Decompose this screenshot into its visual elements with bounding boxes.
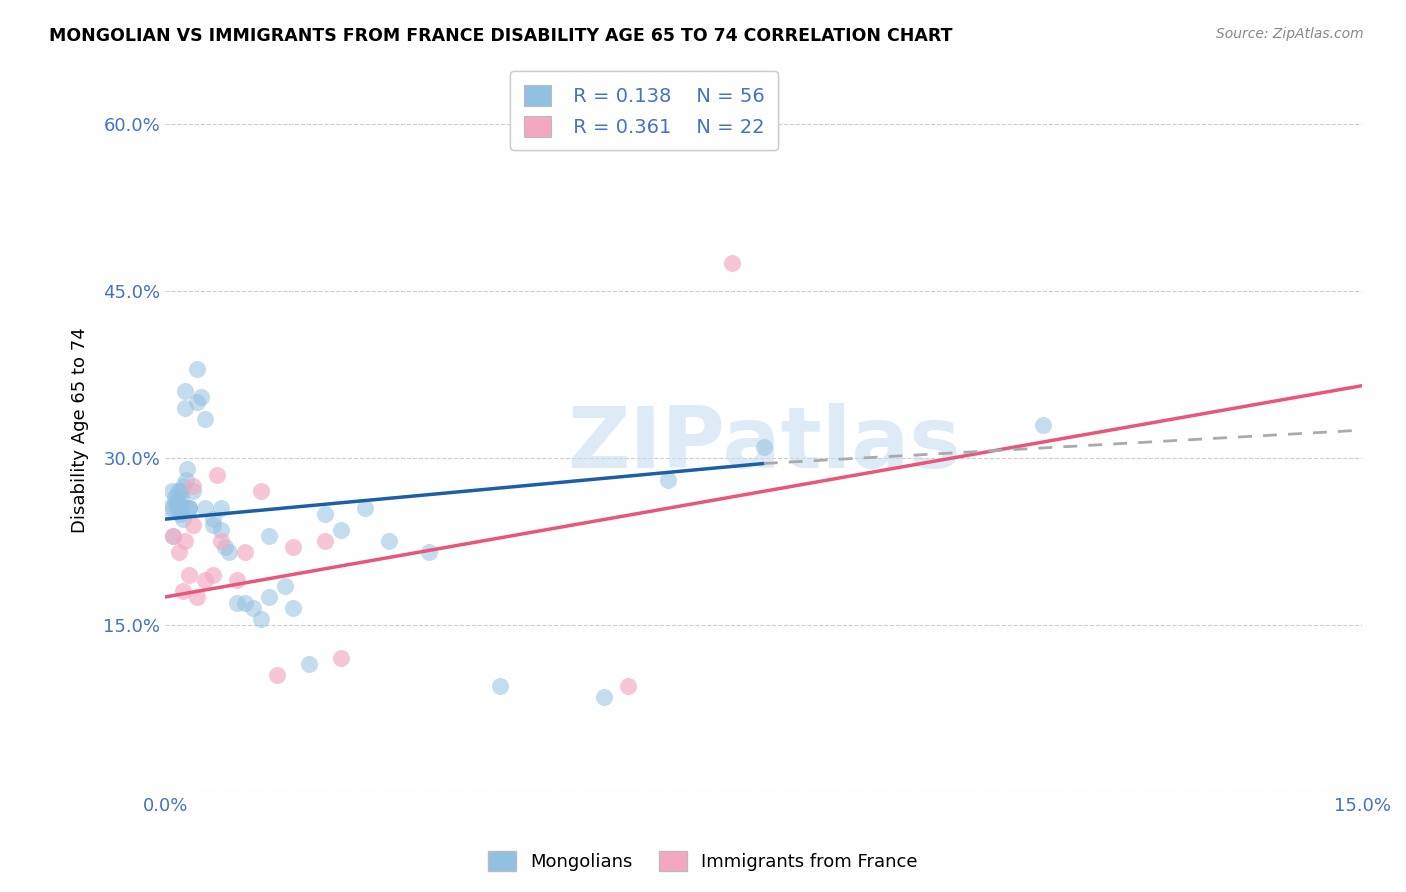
Legend: Mongolians, Immigrants from France: Mongolians, Immigrants from France — [481, 844, 925, 879]
Text: Source: ZipAtlas.com: Source: ZipAtlas.com — [1216, 27, 1364, 41]
Text: ZIPatlas: ZIPatlas — [567, 403, 960, 486]
Point — [162, 500, 184, 515]
Legend:  R = 0.138    N = 56,  R = 0.361    N = 22: R = 0.138 N = 56, R = 0.361 N = 22 — [510, 71, 778, 151]
Point — [172, 479, 194, 493]
Point — [233, 545, 256, 559]
Point — [209, 523, 232, 537]
Point — [174, 534, 197, 549]
Point — [209, 534, 232, 549]
Point — [202, 512, 225, 526]
Point — [163, 495, 186, 509]
Point — [177, 567, 200, 582]
Point — [233, 596, 256, 610]
Point — [166, 495, 188, 509]
Point — [329, 651, 352, 665]
Point — [167, 484, 190, 499]
Point — [617, 679, 640, 693]
Point — [250, 484, 273, 499]
Point — [169, 545, 191, 559]
Point — [226, 574, 249, 588]
Point — [170, 490, 193, 504]
Point — [752, 440, 775, 454]
Point — [250, 612, 273, 626]
Point — [165, 490, 187, 504]
Point — [174, 401, 197, 415]
Point — [160, 484, 183, 499]
Point — [377, 534, 399, 549]
Point — [205, 467, 228, 482]
Point — [177, 500, 200, 515]
Point — [226, 596, 249, 610]
Point — [181, 479, 204, 493]
Point — [190, 390, 212, 404]
Point — [172, 584, 194, 599]
Point — [202, 517, 225, 532]
Point — [329, 523, 352, 537]
Point — [170, 500, 193, 515]
Point — [257, 590, 280, 604]
Point — [1032, 417, 1054, 432]
Point — [162, 529, 184, 543]
Point — [721, 256, 744, 270]
Point — [181, 517, 204, 532]
Point — [186, 395, 208, 409]
Point — [194, 574, 217, 588]
Point — [194, 412, 217, 426]
Point — [169, 500, 191, 515]
Point — [162, 529, 184, 543]
Point — [186, 362, 208, 376]
Point — [186, 590, 208, 604]
Point — [172, 512, 194, 526]
Point — [214, 540, 236, 554]
Point — [166, 500, 188, 515]
Point — [298, 657, 321, 671]
Point — [177, 500, 200, 515]
Point — [218, 545, 240, 559]
Point — [181, 484, 204, 499]
Point — [170, 484, 193, 499]
Point — [257, 529, 280, 543]
Point — [194, 500, 217, 515]
Point — [176, 462, 198, 476]
Text: MONGOLIAN VS IMMIGRANTS FROM FRANCE DISABILITY AGE 65 TO 74 CORRELATION CHART: MONGOLIAN VS IMMIGRANTS FROM FRANCE DISA… — [49, 27, 953, 45]
Point — [737, 134, 759, 148]
Point — [274, 579, 297, 593]
Point — [657, 473, 679, 487]
Point — [314, 534, 336, 549]
Point — [353, 500, 375, 515]
Point — [174, 473, 197, 487]
Point — [169, 507, 191, 521]
Point — [167, 500, 190, 515]
Point — [266, 668, 288, 682]
Point — [314, 507, 336, 521]
Point — [593, 690, 616, 705]
Point — [281, 540, 304, 554]
Point — [209, 500, 232, 515]
Point — [174, 384, 197, 399]
Point — [242, 601, 264, 615]
Point — [177, 500, 200, 515]
Point — [157, 500, 180, 515]
Y-axis label: Disability Age 65 to 74: Disability Age 65 to 74 — [72, 327, 89, 533]
Point — [281, 601, 304, 615]
Point — [202, 567, 225, 582]
Point — [169, 495, 191, 509]
Point — [489, 679, 512, 693]
Point — [418, 545, 440, 559]
